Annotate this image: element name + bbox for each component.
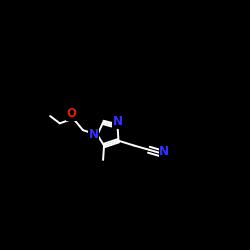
Text: O: O [66, 107, 76, 120]
Text: N: N [159, 145, 169, 158]
Text: N: N [112, 115, 122, 128]
Text: N: N [88, 128, 99, 141]
